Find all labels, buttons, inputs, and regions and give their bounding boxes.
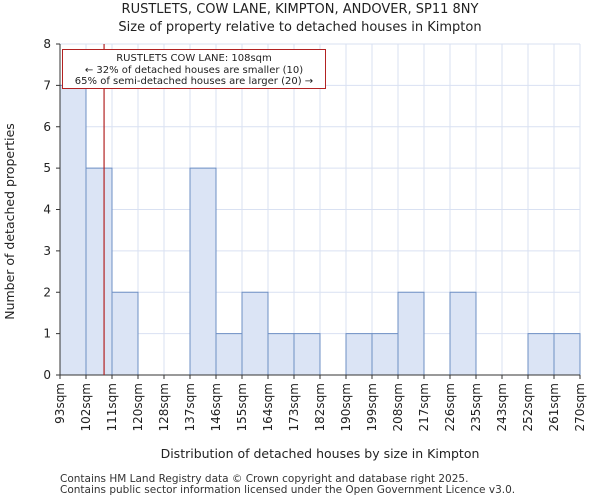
x-tick-label: 120sqm xyxy=(131,383,145,431)
x-tick-label: 199sqm xyxy=(365,383,379,431)
histogram-bar xyxy=(267,333,295,376)
y-tick-label: 1 xyxy=(43,327,51,341)
y-tick-label: 8 xyxy=(43,37,51,51)
histogram-bar xyxy=(215,333,243,376)
x-tick-label: 217sqm xyxy=(417,383,431,431)
y-tick-label: 6 xyxy=(43,120,51,134)
histogram-bar xyxy=(345,333,373,376)
x-tick-label: 182sqm xyxy=(313,383,327,431)
x-tick-label: 128sqm xyxy=(157,383,171,431)
y-tick-label: 5 xyxy=(43,161,51,175)
x-tick-label: 270sqm xyxy=(573,383,587,431)
x-tick-label: 235sqm xyxy=(469,383,483,431)
footer-licence: Contains public sector information licen… xyxy=(60,484,516,496)
marker-annotation: RUSTLETS COW LANE: 108sqm ← 32% of detac… xyxy=(62,49,326,89)
x-tick-label: 93sqm xyxy=(53,383,67,424)
y-tick-label: 3 xyxy=(43,244,51,258)
annotation-line-1: RUSTLETS COW LANE: 108sqm xyxy=(116,53,272,64)
x-tick-label: 155sqm xyxy=(235,383,249,431)
y-tick-label: 0 xyxy=(43,368,51,382)
histogram-bar xyxy=(111,291,139,376)
x-tick-label: 173sqm xyxy=(287,383,301,431)
x-tick-label: 208sqm xyxy=(391,383,405,431)
x-tick-label: 137sqm xyxy=(183,383,197,431)
x-tick-label: 146sqm xyxy=(209,383,223,431)
x-tick-label: 252sqm xyxy=(521,383,535,431)
x-tick-label: 164sqm xyxy=(261,383,275,431)
x-tick-label: 261sqm xyxy=(547,383,561,431)
histogram-bar xyxy=(527,333,555,376)
histogram-bar xyxy=(241,291,269,376)
histogram-bar xyxy=(189,167,217,376)
annotation-line-2: ← 32% of detached houses are smaller (10… xyxy=(84,64,304,76)
footer-copyright: Contains HM Land Registry data © Crown c… xyxy=(60,473,469,485)
histogram-bar xyxy=(371,333,399,376)
histogram-bar xyxy=(85,167,113,376)
x-tick-label: 243sqm xyxy=(495,383,509,431)
x-tick-label: 190sqm xyxy=(339,383,353,431)
x-tick-label: 226sqm xyxy=(443,383,457,431)
histogram-bar xyxy=(449,291,477,376)
histogram-bar xyxy=(293,333,321,376)
x-tick-label: 102sqm xyxy=(79,383,93,431)
histogram-bar xyxy=(59,84,87,376)
histogram-bar xyxy=(397,291,425,376)
y-axis-title: Number of detached properties xyxy=(2,123,17,320)
x-tick-label: 111sqm xyxy=(105,383,119,431)
annotation-line-3: 65% of semi-detached houses are larger (… xyxy=(74,76,314,87)
y-tick-label: 4 xyxy=(43,203,51,217)
y-tick-label: 7 xyxy=(43,78,51,92)
y-tick-label: 2 xyxy=(43,285,51,299)
histogram-bar xyxy=(553,333,581,376)
x-axis-title: Distribution of detached houses by size … xyxy=(161,446,480,461)
chart-subtitle: Size of property relative to detached ho… xyxy=(118,20,482,35)
chart-title: RUSTLETS, COW LANE, KIMPTON, ANDOVER, SP… xyxy=(121,2,479,17)
